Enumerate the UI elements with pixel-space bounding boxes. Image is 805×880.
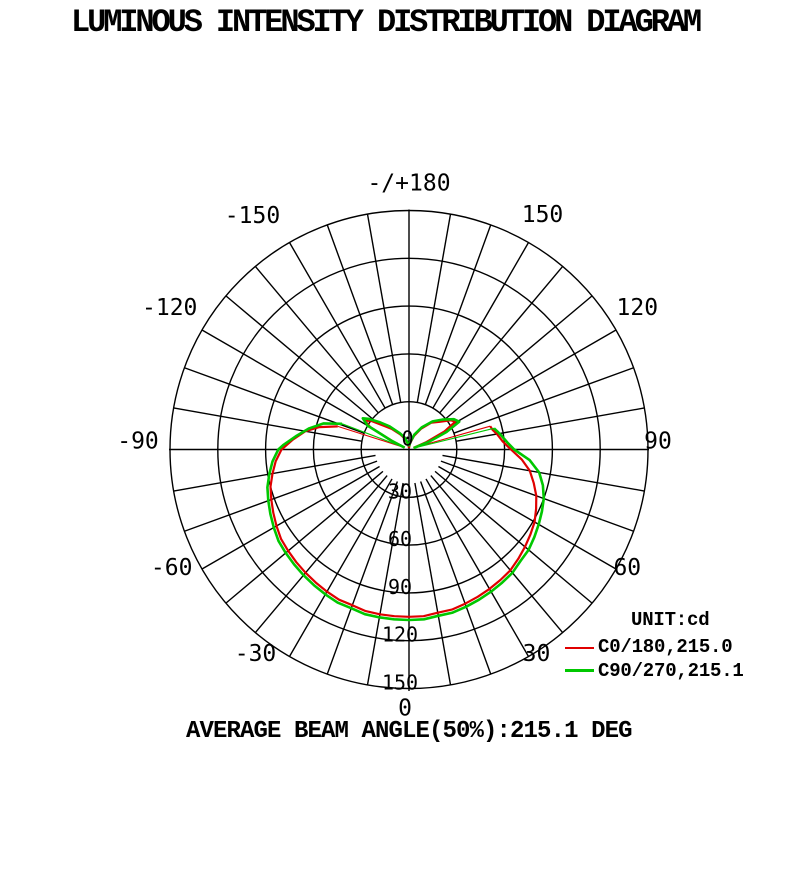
grid-spoke <box>445 295 593 420</box>
grid-spoke <box>201 329 368 427</box>
angle-label-180: -/+180 <box>367 171 450 197</box>
grid-spoke <box>288 478 393 657</box>
radial-tick-label: 30 <box>388 479 412 503</box>
angle-label--30: -30 <box>235 641 277 667</box>
legend-label-c90-270: C90/270,215.1 <box>598 660 744 682</box>
radial-tick-label: 150 <box>382 671 418 695</box>
curve-C90-270 <box>407 417 461 450</box>
radial-tick-label: 120 <box>382 623 418 647</box>
radial-tick-label: 60 <box>388 527 412 551</box>
curve-C90-270 <box>361 416 411 449</box>
beam-angle-caption: AVERAGE BEAM ANGLE(50%):215.1 DEG <box>186 718 632 745</box>
legend-unit-label: UNIT:cd <box>631 609 710 631</box>
angle-label-120: 120 <box>617 295 659 321</box>
grid-spoke <box>434 470 593 604</box>
curve-C90-270 <box>413 427 495 449</box>
grid-spoke <box>326 224 394 405</box>
grid-spoke <box>425 478 530 657</box>
grid-spoke <box>453 367 634 434</box>
radial-tick-label: 90 <box>388 575 412 599</box>
grid-spoke <box>366 214 402 403</box>
grid-spoke <box>326 481 399 675</box>
grid-spoke <box>173 454 376 492</box>
legend-label-c0-180: C0/180,215.0 <box>598 636 733 658</box>
angle-label--90: -90 <box>117 429 159 455</box>
legend-swatch-c90-270 <box>565 669 594 672</box>
grid-spoke <box>254 475 388 634</box>
grid-spoke <box>254 265 379 414</box>
curve-C90-270 <box>341 423 405 449</box>
grid-spoke <box>416 214 452 403</box>
center-zero-label: 0 <box>401 427 413 451</box>
angle-label--60: -60 <box>151 555 193 581</box>
angle-label--150: -150 <box>225 203 280 229</box>
curve-C0-180 <box>337 425 405 449</box>
grid-spoke <box>225 295 373 420</box>
grid-spoke <box>201 465 380 570</box>
grid-spoke <box>225 470 384 604</box>
grid-spoke <box>430 475 564 634</box>
legend-swatch-c0-180 <box>565 647 594 649</box>
grid-spoke <box>442 454 645 492</box>
grid-spoke <box>184 460 378 532</box>
grid-spoke <box>288 242 386 409</box>
grid-spoke <box>173 407 362 442</box>
grid-spoke <box>366 482 404 685</box>
grid-spoke <box>424 224 492 405</box>
angle-label-60: 60 <box>613 555 641 581</box>
curve-C90-270 <box>266 422 546 622</box>
grid-spoke <box>450 329 617 427</box>
angle-label-30: 30 <box>523 641 551 667</box>
chart-title: LUMINOUS INTENSITY DISTRIBUTION DIAGRAM <box>71 4 702 41</box>
grid-spoke <box>456 407 645 442</box>
grid-spoke <box>414 482 452 685</box>
angle-label-150: 150 <box>522 202 564 228</box>
grid-spoke <box>438 465 617 570</box>
angle-label-0: 0 <box>398 696 412 722</box>
grid-spoke <box>184 367 365 434</box>
angle-label--120: -120 <box>142 295 197 321</box>
curve-C0-180 <box>269 425 538 618</box>
grid-spoke <box>432 242 530 409</box>
grid-spoke <box>419 481 492 675</box>
angle-label-90: 90 <box>644 429 672 455</box>
grid-spoke <box>439 265 564 414</box>
